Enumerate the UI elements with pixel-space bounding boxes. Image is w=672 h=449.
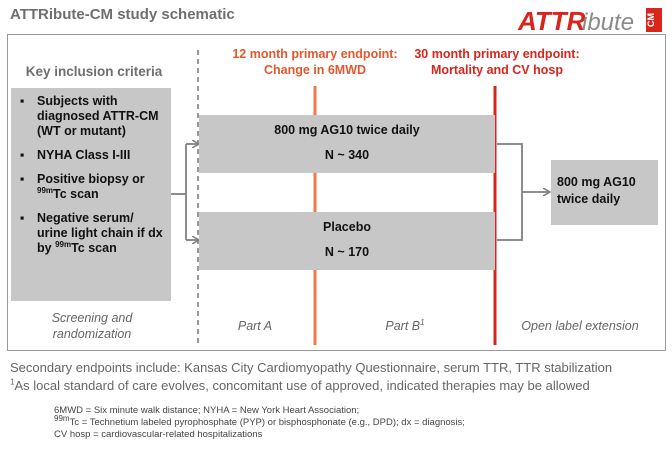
bullet-icon: ▪	[20, 172, 25, 186]
secondary-endpoints-text: Secondary endpoints include: Kansas City…	[10, 360, 613, 375]
endpoint-12-month-label: 12 month primary endpoint: Change in 6MW…	[232, 47, 398, 77]
abbreviations-list: 6MWD = Six minute walk distance; NYHA = …	[54, 405, 465, 440]
drug-arm-regimen: 800 mg AG10 twice daily	[274, 123, 420, 137]
footnote-1: 1As local standard of care evolves, conc…	[10, 377, 590, 393]
bullet-icon: ▪	[20, 148, 25, 162]
phase-part-b-label: Part B1	[385, 317, 425, 333]
bullet-icon: ▪	[20, 94, 25, 108]
criterion-item: ▪ Subjects with diagnosed ATTR-CM (WT or …	[20, 94, 159, 138]
criterion-item: ▪ Negative serum/ urine light chain if dx…	[20, 211, 163, 255]
placebo-arm-n: N ~ 170	[324, 245, 370, 259]
arrow-merge-bracket	[497, 143, 523, 241]
treatment-arm-placebo: Placebo N ~ 170	[199, 212, 495, 270]
criterion-item: ▪ NYHA Class I-III	[20, 148, 131, 162]
page-title: ATTRibute-CM study schematic	[10, 6, 235, 23]
criterion-item: ▪ Positive biopsy or 99mTc scan	[20, 172, 145, 201]
attribute-logo: ATTR ibute CM	[518, 6, 662, 36]
logo-text-gray: ibute	[582, 9, 634, 36]
bullet-icon: ▪	[20, 211, 25, 225]
open-label-extension-box: 800 mg AG10 twice daily	[551, 160, 658, 225]
logo-text-red: ATTR	[518, 6, 586, 36]
inclusion-criteria-heading: Key inclusion criteria	[25, 64, 163, 79]
inclusion-criteria-box: ▪ Subjects with diagnosed ATTR-CM (WT or …	[11, 88, 171, 301]
endpoint-30-month-label: 30 month primary endpoint: Mortality and…	[414, 47, 580, 77]
logo-cm-badge	[646, 8, 662, 32]
treatment-arm-drug: 800 mg AG10 twice daily N ~ 340	[199, 115, 495, 173]
phase-part-a-label: Part A	[237, 319, 273, 333]
placebo-arm-label: Placebo	[323, 220, 371, 234]
logo-text-cm: CM	[646, 13, 656, 27]
phase-screening-label: Screening and randomization	[51, 311, 133, 341]
drug-arm-n: N ~ 340	[324, 148, 370, 162]
schematic-frame	[7, 34, 666, 351]
phase-open-label-label: Open label extension	[521, 319, 639, 333]
